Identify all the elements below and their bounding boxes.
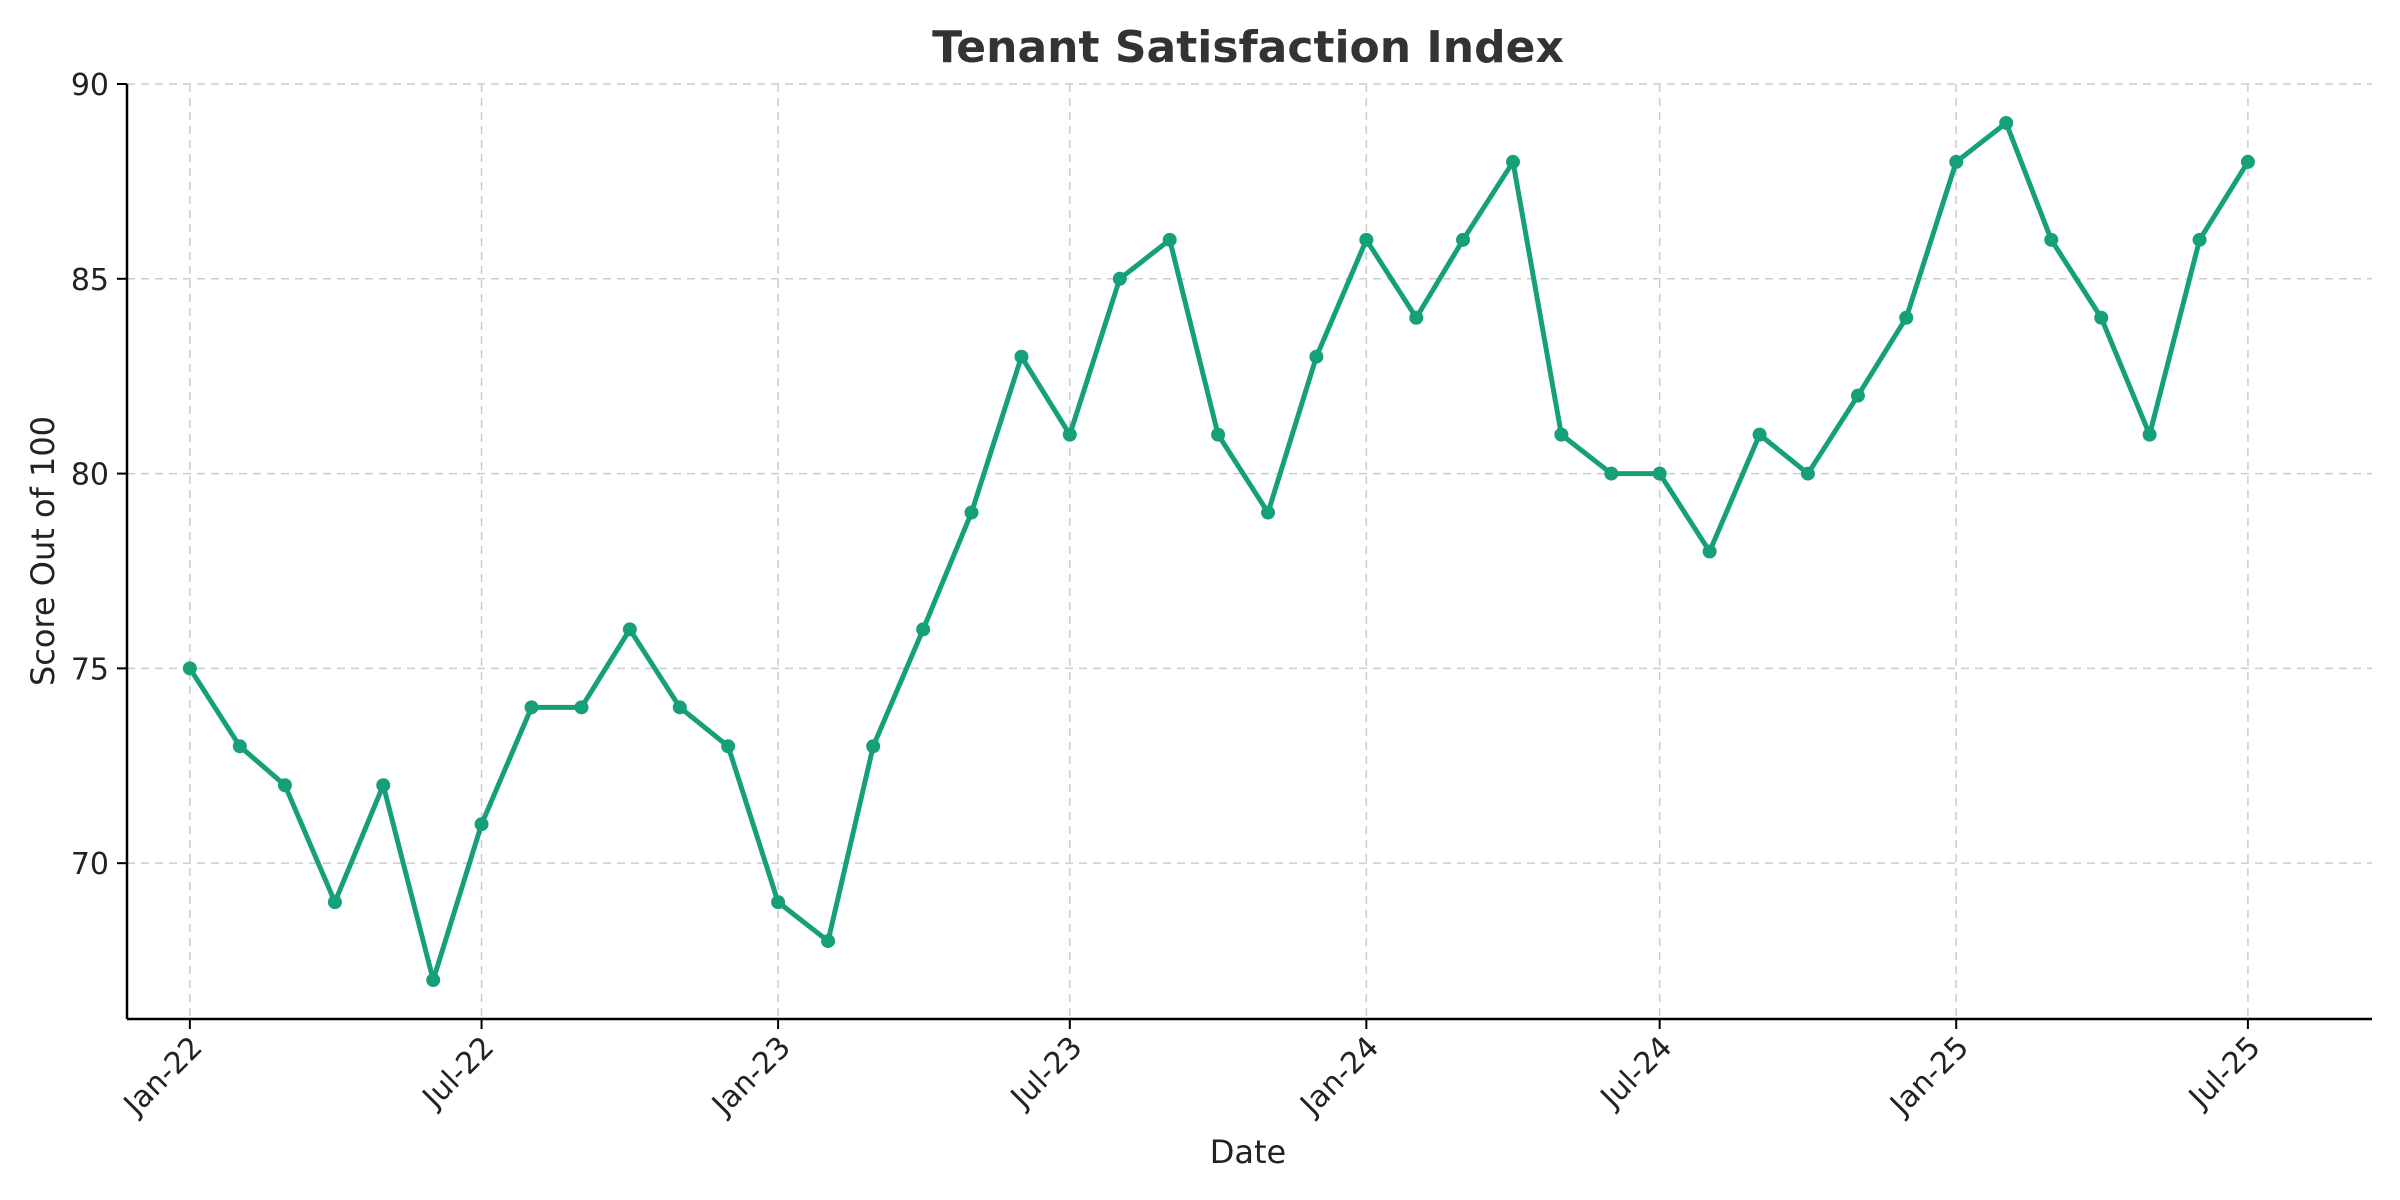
data-point [232, 739, 247, 754]
data-point [1652, 466, 1667, 481]
data-point [1800, 466, 1815, 481]
data-point [1014, 349, 1029, 364]
data-point [964, 505, 979, 520]
data-point [1162, 232, 1177, 247]
series [182, 115, 2255, 988]
data-point [1309, 349, 1324, 364]
x-tick-label: Jan-24 [1292, 1030, 1386, 1124]
data-point [1062, 427, 1077, 442]
data-point [1899, 310, 1914, 325]
data-point [916, 622, 931, 637]
data-point [2192, 232, 2207, 247]
data-point [2044, 232, 2059, 247]
data-point [327, 895, 342, 910]
data-point [1604, 466, 1619, 481]
x-axis-label: Date [1210, 1133, 1286, 1171]
data-point [1999, 115, 2014, 130]
data-point [2094, 310, 2109, 325]
x-tick-label: Jul-23 [1003, 1030, 1089, 1116]
data-point [1702, 544, 1717, 559]
data-point [524, 700, 539, 715]
data-point [182, 661, 197, 676]
data-point [1752, 427, 1767, 442]
data-point [1506, 154, 1521, 169]
y-ticks: 70 75 80 85 90 [71, 68, 127, 882]
data-point [622, 622, 637, 637]
data-point [1112, 271, 1127, 286]
data-point [2142, 427, 2157, 442]
data-point [1456, 232, 1471, 247]
y-tick-label: 90 [71, 68, 109, 103]
data-point [1359, 232, 1374, 247]
y-tick-label: 85 [71, 263, 109, 298]
data-point [426, 973, 441, 988]
x-tick-label: Jan-25 [1882, 1030, 1976, 1124]
data-point [1409, 310, 1424, 325]
data-point [821, 934, 836, 949]
data-point [866, 739, 881, 754]
x-tick-label: Jan-23 [704, 1030, 798, 1124]
data-point [277, 778, 292, 793]
series-line [187, 120, 2251, 983]
x-tick-label: Jul-25 [2181, 1030, 2267, 1116]
data-point [1211, 427, 1226, 442]
data-point [2240, 154, 2255, 169]
data-point [1554, 427, 1569, 442]
x-ticks: Jan-22 Jul-22 Jan-23 Jul-23 Jan-24 Jul-24 Jan-… [116, 1019, 2268, 1123]
x-tick-label: Jul-22 [415, 1030, 501, 1116]
data-point [474, 817, 489, 832]
data-point [771, 895, 786, 910]
data-point [721, 739, 736, 754]
x-tick-label: Jul-24 [1593, 1030, 1679, 1116]
x-tick-label: Jan-22 [116, 1030, 210, 1124]
y-tick-label: 80 [71, 458, 109, 493]
data-point [672, 700, 687, 715]
chart-title: Tenant Satisfaction Index [932, 22, 1564, 73]
data-point [376, 778, 391, 793]
data-point [1850, 388, 1865, 403]
data-point [1949, 154, 1964, 169]
y-axis-label: Score Out of 100 [24, 416, 62, 686]
data-point [574, 700, 589, 715]
y-tick-label: 70 [71, 847, 109, 882]
data-point [1261, 505, 1276, 520]
y-tick-label: 75 [71, 652, 109, 687]
